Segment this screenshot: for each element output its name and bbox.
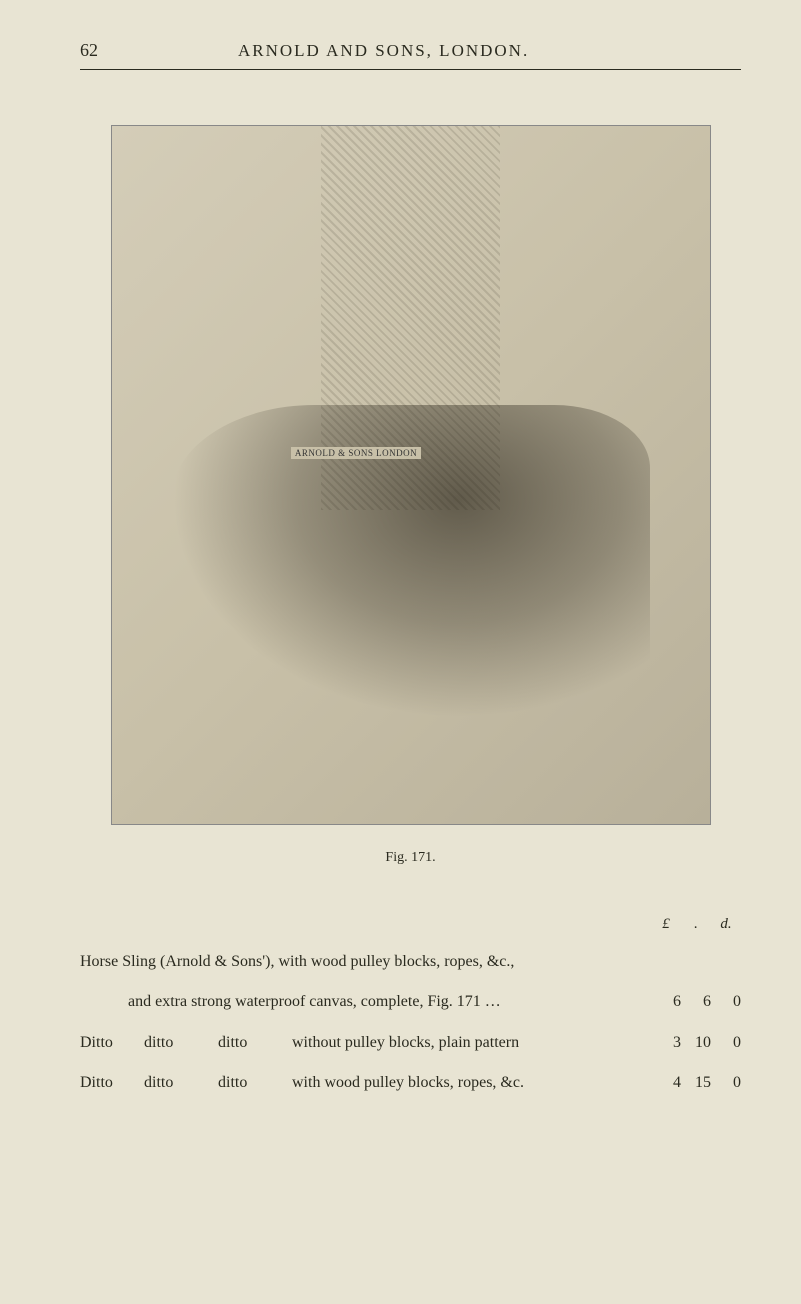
item-2-col2: ditto — [144, 1032, 214, 1054]
item-1-line-2: and extra strong waterproof canvas, comp… — [128, 993, 481, 1010]
page-header: 62 ARNOLD AND SONS, LONDON. — [80, 40, 741, 61]
horse-sling-engraving: ARNOLD & SONS LONDON — [111, 125, 711, 825]
price-item-1: Horse Sling (Arnold & Sons'), with wood … — [80, 951, 741, 1014]
header-title: ARNOLD AND SONS, LONDON. — [238, 41, 529, 61]
pounds-header: £ — [651, 916, 681, 933]
price-column-header: £ . d. — [80, 916, 741, 933]
price-item-2: Ditto ditto ditto without pulley blocks,… — [80, 1032, 741, 1054]
figure-caption: Fig. 171. — [80, 850, 741, 866]
item-2-col3: ditto — [218, 1032, 288, 1054]
item-1-pounds: 6 — [651, 991, 681, 1013]
item-2-pence: 0 — [711, 1032, 741, 1054]
item-3-pounds: 4 — [651, 1072, 681, 1094]
shillings-header: . — [681, 916, 711, 933]
item-3-col1: Ditto — [80, 1072, 140, 1094]
item-3-col2: ditto — [144, 1072, 214, 1094]
item-1-line-1: Horse Sling (Arnold & Sons'), with wood … — [80, 951, 741, 973]
item-1-price: 6 6 0 — [651, 991, 741, 1013]
item-3-pence: 0 — [711, 1072, 741, 1094]
item-3-desc: with wood pulley blocks, ropes, &c. — [292, 1074, 524, 1091]
page-number: 62 — [80, 40, 98, 61]
engraving-maker-label: ARNOLD & SONS LONDON — [291, 447, 421, 459]
price-item-3: Ditto ditto ditto with wood pulley block… — [80, 1072, 741, 1094]
item-1-pence: 0 — [711, 991, 741, 1013]
item-2-price: 3 10 0 — [651, 1032, 741, 1054]
figure-container: ARNOLD & SONS LONDON — [80, 110, 741, 840]
item-3-price: 4 15 0 — [651, 1072, 741, 1094]
item-3-col3: ditto — [218, 1072, 288, 1094]
item-2-desc: without pulley blocks, plain pattern — [292, 1034, 519, 1051]
item-2-pounds: 3 — [651, 1032, 681, 1054]
header-rule — [80, 69, 741, 70]
item-3-shillings: 15 — [681, 1072, 711, 1094]
item-1-shillings: 6 — [681, 991, 711, 1013]
item-2-shillings: 10 — [681, 1032, 711, 1054]
pence-header: d. — [711, 916, 741, 933]
item-1-dots: … — [485, 993, 503, 1010]
item-2-col1: Ditto — [80, 1032, 140, 1054]
